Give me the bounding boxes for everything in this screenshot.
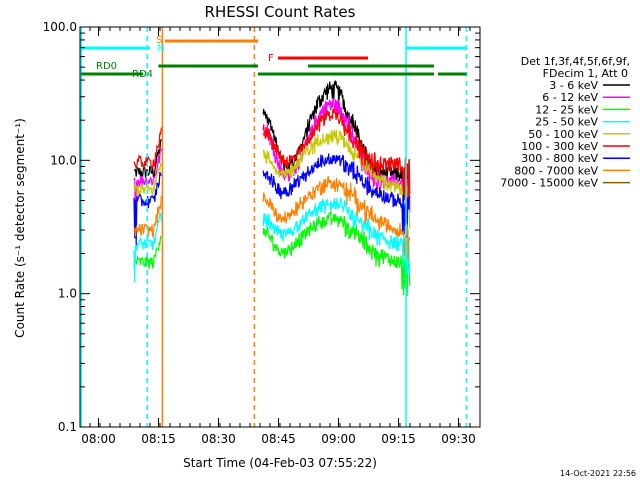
state-marker-n: N (157, 43, 164, 54)
y-axis-label: Count Rate (s⁻¹ detector segment⁻¹) (13, 118, 27, 338)
state-marker-s: S (156, 35, 162, 46)
legend-label: 100 - 300 keV (521, 140, 598, 153)
x-tick-label: 08:30 (201, 432, 236, 446)
legend-title-line-1: Det 1f,3f,4f,5f,6f,9f, (521, 55, 630, 68)
state-marker-f: F (268, 53, 274, 64)
x-tick-label: 09:15 (381, 432, 416, 446)
series-line-2-main (262, 210, 411, 297)
y-tick-label: 1.0 (58, 287, 77, 301)
series-line-7-main (262, 175, 411, 261)
legend-label: 300 - 800 keV (521, 152, 598, 165)
legend-label: 7000 - 15000 keV (500, 177, 598, 190)
series-line-6-early (133, 171, 162, 246)
chart-title: RHESSI Count Rates (205, 3, 356, 21)
axes-layer: 100.0 10.0 1.0 0.1 08:00 08:15 08:30 08:45 09:00… (43, 20, 481, 446)
legend-label: 800 - 7000 keV (514, 164, 598, 177)
series-line-6-main (262, 153, 411, 238)
overlay-layer: SN F RD0 RD4 (80, 27, 468, 427)
legend-title-line-2: FDecim 1, Att 0 (543, 67, 628, 80)
data-layer (133, 79, 411, 297)
x-tick-label: 08:45 (261, 432, 296, 446)
legend-label: 3 - 6 keV (549, 79, 598, 92)
legend-label: 25 - 50 keV (535, 116, 598, 129)
state-marker-rd0: RD0 (96, 61, 117, 72)
legend: Det 1f,3f,4f,5f,6f,9f, FDecim 1, Att 0 3… (500, 55, 630, 190)
y-tick-label: 10.0 (50, 153, 77, 167)
legend-label: 50 - 100 keV (528, 128, 598, 141)
state-marker-rd4: RD4 (132, 69, 153, 80)
series-line-4-main (262, 129, 411, 229)
legend-label: 6 - 12 keV (542, 91, 598, 104)
x-tick-label: 08:00 (81, 432, 116, 446)
x-tick-label: 09:00 (321, 432, 356, 446)
legend-label: 12 - 25 keV (535, 103, 598, 116)
x-tick-label: 09:30 (441, 432, 476, 446)
x-tick-label: 08:15 (141, 432, 176, 446)
y-tick-label: 100.0 (43, 20, 77, 34)
series-line-3-main (262, 197, 411, 275)
generation-timestamp: 14-Oct-2021 22:56 (560, 469, 636, 478)
series-line-5-main (262, 108, 411, 202)
y-tick-label: 0.1 (58, 420, 77, 434)
x-axis-label: Start Time (04-Feb-03 07:55:22) (183, 456, 377, 470)
